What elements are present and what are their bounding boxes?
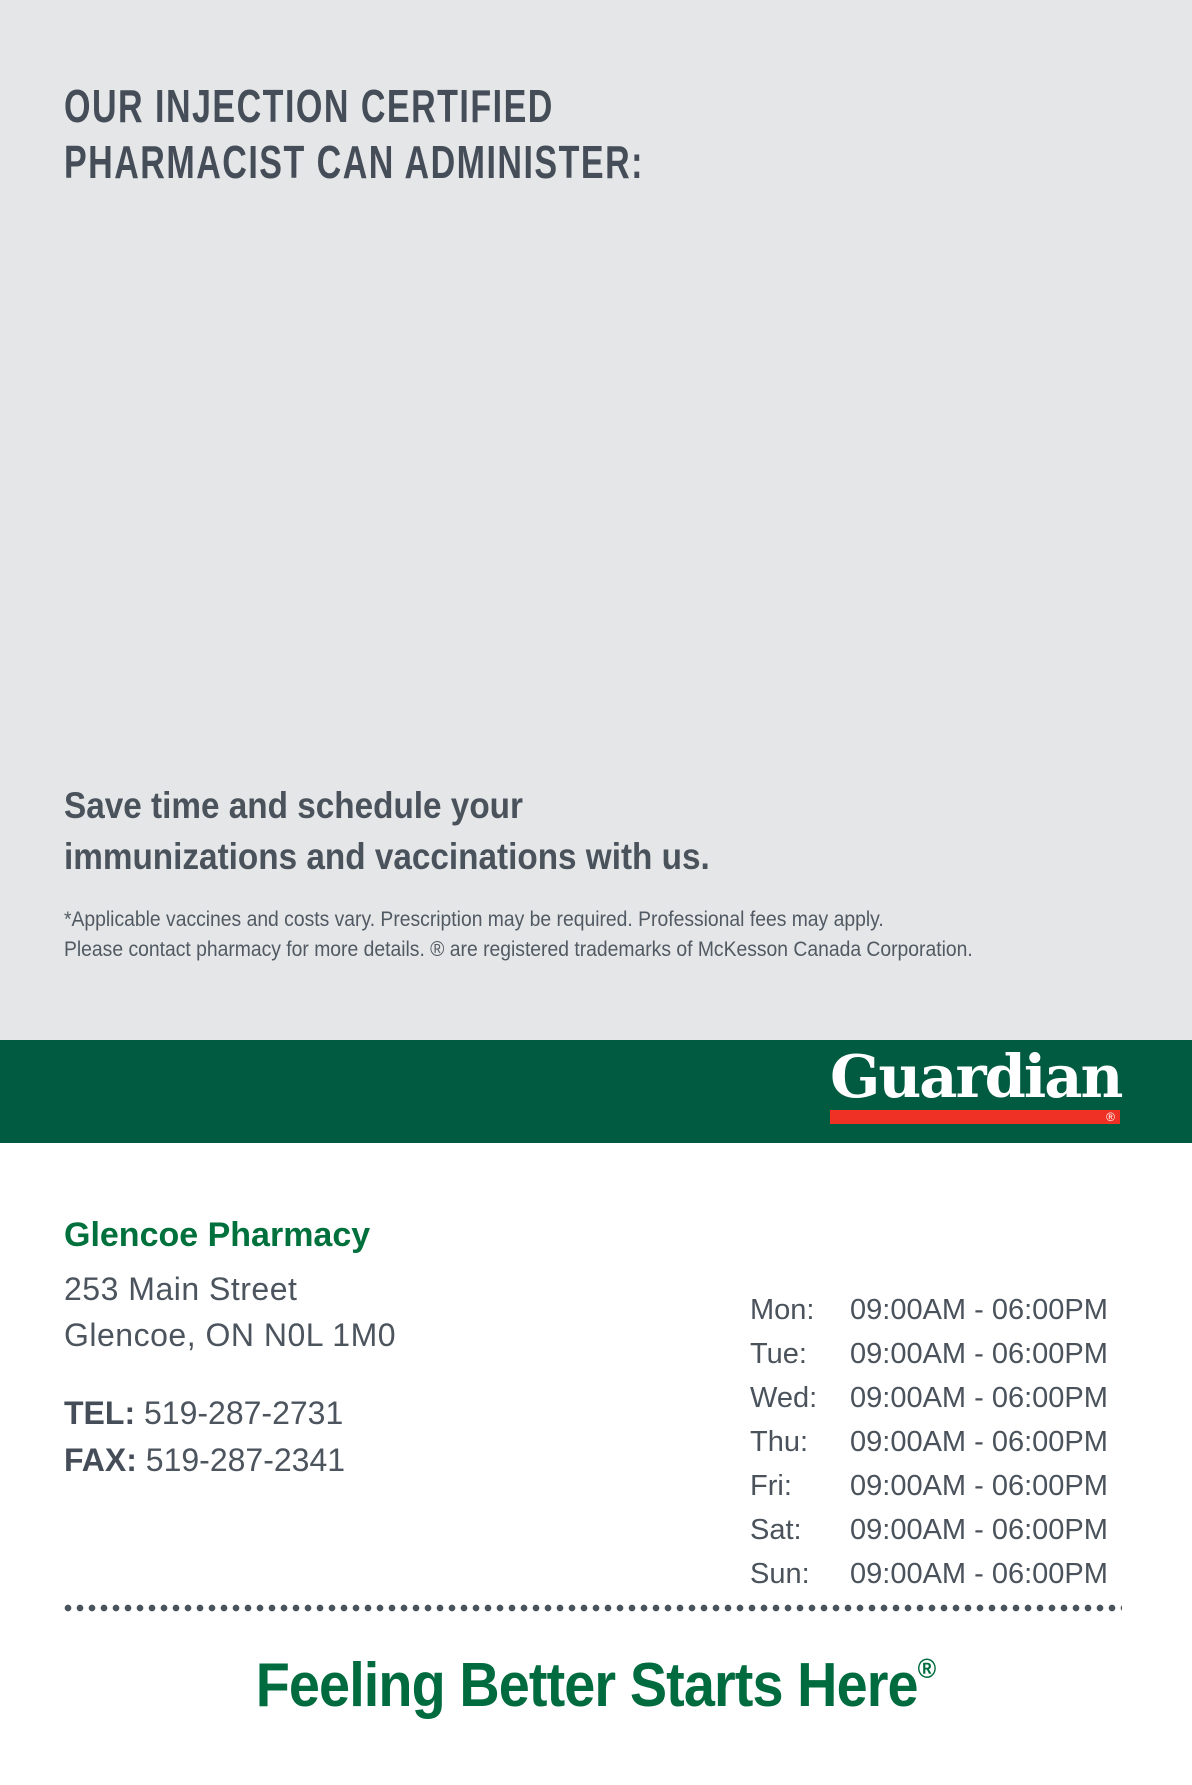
hero-subheading-line2: immunizations and vaccinations with us. bbox=[64, 836, 710, 877]
pharmacy-contact: TEL: 519-287-2731 FAX: 519-287-2341 bbox=[64, 1390, 345, 1484]
hero-subheading-line1: Save time and schedule your bbox=[64, 785, 523, 826]
tel-line: TEL: 519-287-2731 bbox=[64, 1390, 345, 1437]
hours-time: 09:00AM - 06:00PM bbox=[850, 1382, 1108, 1414]
fax-label: FAX: bbox=[64, 1442, 137, 1478]
address-line2: Glencoe, ON N0L 1M0 bbox=[64, 1317, 397, 1353]
hours-time: 09:00AM - 06:00PM bbox=[850, 1426, 1108, 1458]
pharmacy-address: 253 Main Street Glencoe, ON N0L 1M0 bbox=[64, 1266, 396, 1358]
store-hours-list: Mon: 09:00AM - 06:00PM Tue: 09:00AM - 06:0… bbox=[750, 1288, 1108, 1596]
guardian-logo-wordmark: Guardian bbox=[830, 1042, 1123, 1111]
brand-band: Guardian ® bbox=[0, 1040, 1192, 1143]
hours-row: Fri: 09:00AM - 06:00PM bbox=[750, 1464, 1108, 1508]
registered-trademark-icon: ® bbox=[917, 1653, 937, 1684]
dotted-divider bbox=[64, 1604, 1122, 1612]
guardian-logo-red-bar: ® bbox=[830, 1110, 1120, 1124]
hours-day: Sat: bbox=[750, 1514, 802, 1546]
hours-row: Sun: 09:00AM - 06:00PM bbox=[750, 1552, 1108, 1596]
page-title-line1: OUR INJECTION CERTIFIED bbox=[64, 80, 554, 132]
hours-day: Mon: bbox=[750, 1294, 815, 1326]
page-title: OUR INJECTION CERTIFIED PHARMACIST CAN A… bbox=[64, 78, 644, 190]
hours-row: Sat: 09:00AM - 06:00PM bbox=[750, 1508, 1108, 1552]
fax-number: 519-287-2341 bbox=[145, 1442, 346, 1478]
tagline-text: Feeling Better Starts Here bbox=[255, 1651, 919, 1720]
guardian-logo: Guardian ® bbox=[830, 1042, 1123, 1124]
hours-time: 09:00AM - 06:00PM bbox=[850, 1338, 1108, 1370]
page-title-line2: PHARMACIST CAN ADMINISTER: bbox=[64, 136, 644, 188]
hours-day: Tue: bbox=[750, 1338, 807, 1370]
address-line1: 253 Main Street bbox=[64, 1271, 298, 1307]
disclaimer-line1: *Applicable vaccines and costs vary. Pre… bbox=[64, 908, 884, 931]
hours-time: 09:00AM - 06:00PM bbox=[850, 1470, 1108, 1502]
disclaimer-text: *Applicable vaccines and costs vary. Pre… bbox=[64, 905, 973, 965]
hours-row: Mon: 09:00AM - 06:00PM bbox=[750, 1288, 1108, 1332]
hours-time: 09:00AM - 06:00PM bbox=[850, 1514, 1108, 1546]
hours-row: Thu: 09:00AM - 06:00PM bbox=[750, 1420, 1108, 1464]
disclaimer-line2: Please contact pharmacy for more details… bbox=[64, 938, 973, 961]
tel-number: 519-287-2731 bbox=[143, 1395, 344, 1431]
hours-time: 09:00AM - 06:00PM bbox=[850, 1558, 1108, 1590]
hours-time: 09:00AM - 06:00PM bbox=[850, 1294, 1108, 1326]
hours-day: Fri: bbox=[750, 1470, 792, 1502]
tagline: Feeling Better Starts Here® bbox=[60, 1650, 1133, 1721]
pharmacy-name: Glencoe Pharmacy bbox=[64, 1216, 371, 1254]
tel-label: TEL: bbox=[64, 1395, 136, 1431]
hours-row: Tue: 09:00AM - 06:00PM bbox=[750, 1332, 1108, 1376]
registered-trademark-icon: ® bbox=[1106, 1110, 1115, 1124]
hours-day: Thu: bbox=[750, 1426, 809, 1458]
hours-day: Wed: bbox=[750, 1382, 818, 1414]
fax-line: FAX: 519-287-2341 bbox=[64, 1437, 345, 1484]
hours-day: Sun: bbox=[750, 1558, 810, 1590]
hero-section: OUR INJECTION CERTIFIED PHARMACIST CAN A… bbox=[0, 0, 1192, 1040]
hero-subheading: Save time and schedule your immunization… bbox=[64, 780, 710, 882]
hours-row: Wed: 09:00AM - 06:00PM bbox=[750, 1376, 1108, 1420]
